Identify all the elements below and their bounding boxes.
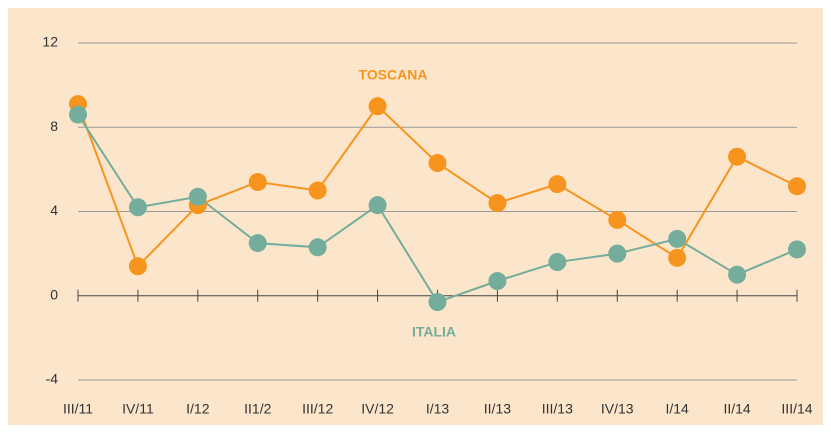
data-point <box>428 154 447 173</box>
y-tick-label: 12 <box>42 34 58 50</box>
x-tick-label: IV/13 <box>601 401 634 417</box>
data-point <box>69 105 87 124</box>
data-point <box>788 177 806 196</box>
y-tick-label: -4 <box>46 371 59 387</box>
data-point <box>668 229 687 248</box>
x-tick-label: IV/11 <box>122 401 154 417</box>
data-point <box>308 238 327 257</box>
data-point <box>728 147 747 166</box>
data-point <box>488 272 507 291</box>
data-point <box>128 198 147 217</box>
x-tick-label: IV/12 <box>361 401 394 417</box>
data-point <box>368 196 387 215</box>
x-tick-label: III/11 <box>63 401 93 417</box>
x-tick-label: III/14 <box>781 401 812 417</box>
data-point <box>428 293 447 312</box>
data-point <box>608 210 627 229</box>
y-tick-label: 8 <box>50 118 58 134</box>
data-point <box>548 253 567 272</box>
x-tick-label: I/14 <box>665 401 689 417</box>
data-point <box>488 194 507 213</box>
data-point <box>548 175 567 194</box>
data-point <box>668 248 687 267</box>
data-point <box>788 240 806 259</box>
series-label: TOSCANA <box>359 67 428 83</box>
y-tick-label: 4 <box>50 202 58 218</box>
data-point <box>308 181 327 200</box>
x-tick-label: II/14 <box>723 401 750 417</box>
data-point <box>128 257 147 276</box>
x-tick-label: III/13 <box>542 401 573 417</box>
x-tick-label: II1/2 <box>244 401 271 417</box>
x-tick-label: III/12 <box>302 401 333 417</box>
data-point <box>608 244 627 263</box>
x-tick-label: I/13 <box>426 401 450 417</box>
chart-background <box>8 8 823 425</box>
data-point <box>188 187 207 206</box>
data-point <box>368 97 387 116</box>
y-tick-label: 0 <box>50 286 58 302</box>
x-tick-label: I/12 <box>186 401 210 417</box>
data-point <box>248 234 267 253</box>
data-point <box>248 173 267 192</box>
data-point <box>728 265 747 284</box>
x-tick-label: II/13 <box>484 401 511 417</box>
series-label: ITALIA <box>412 324 456 340</box>
